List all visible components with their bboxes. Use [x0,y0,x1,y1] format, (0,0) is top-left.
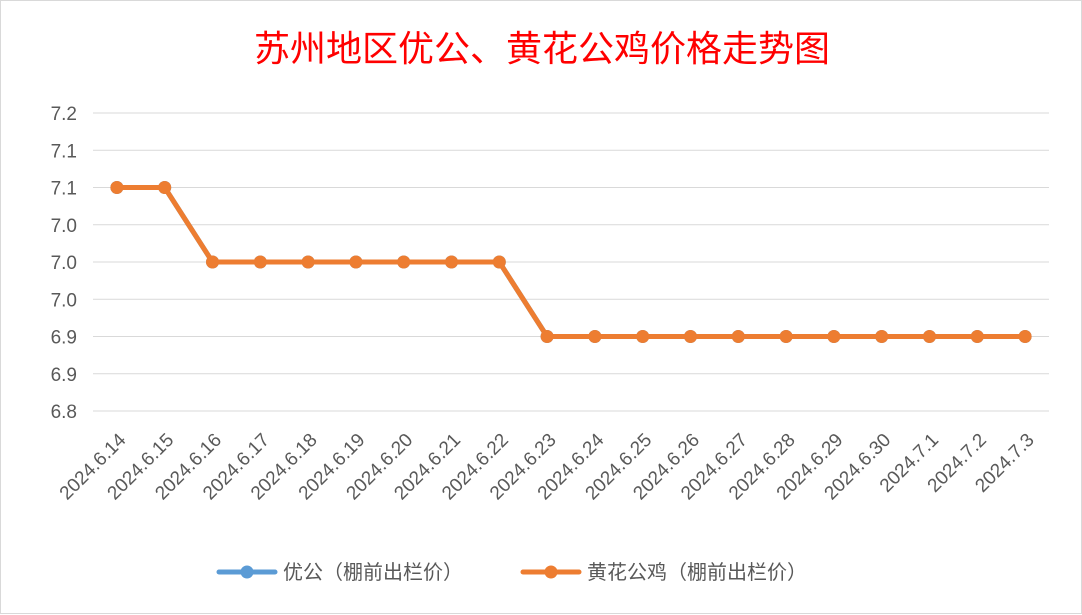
data-point [492,255,506,269]
y-tick-label: 7.0 [51,253,77,274]
data-point [970,330,984,343]
data-point [779,330,793,343]
legend-swatch-marker [544,565,558,579]
data-point [540,330,554,343]
y-axis-ticks: 6.8 6.9 6.9 7.0 7.0 7.0 7.1 7.1 7.2 [51,104,77,423]
data-point [875,330,889,343]
legend: 优公（棚前出栏价） 黄花公鸡（棚前出栏价） [216,560,807,584]
data-point [445,255,458,269]
y-tick-label: 6.9 [51,328,77,349]
data-point [397,255,411,269]
data-point [349,255,363,269]
legend-label: 优公（棚前出栏价） [283,560,463,584]
y-tick-label: 7.2 [51,104,77,125]
legend-swatch-marker [240,565,254,579]
data-point [684,330,697,343]
y-tick-label: 7.0 [51,290,77,311]
y-tick-label: 7.1 [51,179,77,200]
data-point [206,255,219,269]
y-tick-label: 6.9 [51,365,77,386]
data-point [636,330,650,343]
legend-item: 优公（棚前出栏价） [216,560,463,584]
legend-label: 黄花公鸡（棚前出栏价） [587,560,807,584]
data-point [301,255,315,269]
y-tick-label: 7.0 [51,216,77,237]
series-line [114,185,1028,339]
y-tick-label: 7.1 [51,141,77,162]
data-point [110,181,124,194]
data-point [731,330,745,343]
chart-title: 苏州地区优公、黄花公鸡价格走势图 [254,29,830,70]
data-point [588,330,602,343]
legend-item: 黄花公鸡（棚前出栏价） [520,560,807,584]
data-point [923,330,936,343]
series-group [110,181,1032,343]
data-point [158,181,172,194]
y-tick-label: 6.8 [51,402,77,423]
x-axis-ticks: 2024.6.142024.6.152024.6.162024.6.172024… [56,429,1039,504]
series-lines [110,181,1032,343]
data-point [827,330,841,343]
data-point [253,255,267,269]
data-point [1018,330,1032,343]
